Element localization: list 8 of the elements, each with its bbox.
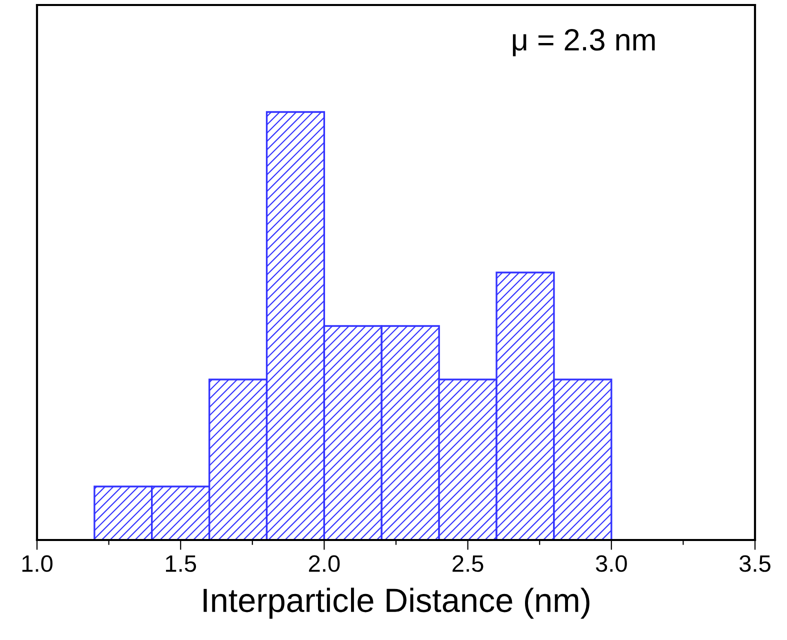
x-tick-label: 2.0 <box>308 555 340 572</box>
x-tick-label: 1.0 <box>22 555 52 572</box>
x-axis-title: Interparticle Distance (nm) <box>204 588 590 619</box>
x-tick-label: 2.5 <box>452 555 484 572</box>
x-tick-label: 3.0 <box>596 555 627 572</box>
x-tick-label: 1.5 <box>166 555 196 572</box>
x-tick-label: 3.5 <box>739 555 770 572</box>
text: μ = 2.3 nm <box>512 29 655 56</box>
